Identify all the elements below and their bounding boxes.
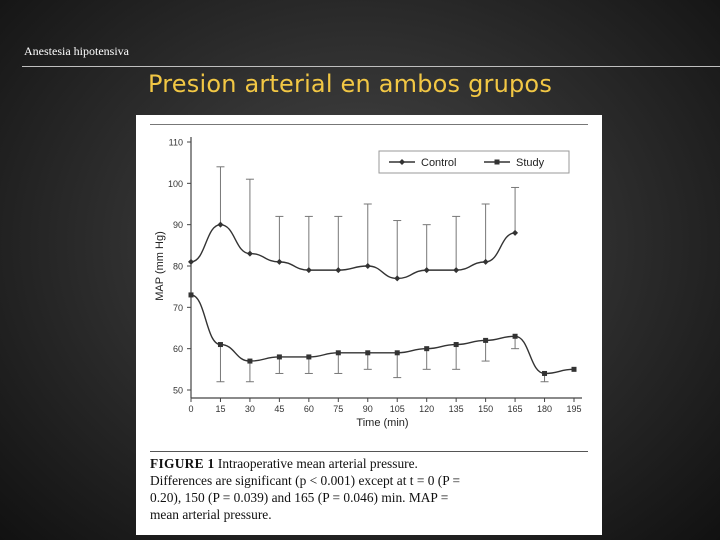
data-point-control bbox=[217, 221, 224, 228]
slide-title: Presion arterial en ambos grupos bbox=[148, 70, 553, 98]
caption-line-1-text: Intraoperative mean arterial pressure. bbox=[217, 456, 418, 471]
x-tick-label: 15 bbox=[215, 404, 225, 414]
x-tick-label: 120 bbox=[419, 404, 434, 414]
x-tick-label: 135 bbox=[449, 404, 464, 414]
header-divider bbox=[22, 66, 720, 67]
y-axis-title: MAP (mm Hg) bbox=[154, 231, 166, 300]
caption-divider bbox=[150, 451, 588, 452]
header-label: Anestesia hipotensiva bbox=[24, 44, 129, 58]
x-tick-label: 60 bbox=[304, 404, 314, 414]
figure-caption: FIGURE 1 Intraoperative mean arterial pr… bbox=[150, 455, 590, 523]
data-point-control bbox=[423, 267, 430, 274]
caption-line-2: Differences are significant (p < 0.001) … bbox=[150, 473, 461, 488]
x-tick-label: 45 bbox=[274, 404, 284, 414]
y-tick-label: 110 bbox=[169, 138, 183, 148]
figure-panel: 50 60 70 80 90 100 110 0 15 30 45 60 75 90 105 120 135 15… bbox=[136, 115, 602, 535]
data-point-control bbox=[305, 267, 312, 274]
data-point-control bbox=[453, 267, 460, 274]
y-tick-label: 100 bbox=[168, 179, 183, 189]
data-point-study bbox=[365, 350, 371, 356]
x-axis-title: Time (min) bbox=[356, 417, 408, 429]
figure-top-rule bbox=[150, 124, 588, 125]
y-tick-label: 50 bbox=[173, 386, 183, 396]
x-tick-label: 180 bbox=[537, 404, 552, 414]
x-tick-label: 195 bbox=[566, 404, 581, 414]
series-line-control bbox=[190, 223, 516, 280]
data-point-study bbox=[247, 358, 253, 364]
x-tick-label: 30 bbox=[245, 404, 255, 414]
legend-marker bbox=[494, 159, 500, 165]
data-point-study bbox=[453, 342, 459, 348]
x-tick-label: 0 bbox=[188, 404, 193, 414]
legend-box bbox=[378, 150, 570, 174]
y-tick-label: 70 bbox=[173, 303, 183, 313]
x-tick-label: 105 bbox=[390, 404, 405, 414]
data-point-control bbox=[276, 258, 283, 265]
x-tick-label: 150 bbox=[478, 404, 493, 414]
data-point-study bbox=[571, 366, 577, 372]
x-tick-label: 75 bbox=[333, 404, 343, 414]
legend-marker bbox=[399, 159, 405, 165]
x-tick-label: 90 bbox=[363, 404, 373, 414]
data-point-study bbox=[483, 337, 489, 343]
data-point-study bbox=[394, 350, 400, 356]
legend-label: Study bbox=[516, 157, 545, 169]
data-point-study bbox=[276, 354, 282, 360]
data-point-control bbox=[335, 267, 342, 274]
data-point-control bbox=[188, 258, 194, 265]
data-point-study bbox=[217, 342, 223, 348]
data-point-control bbox=[246, 250, 253, 257]
y-tick-label: 90 bbox=[173, 220, 183, 230]
y-tick-label: 80 bbox=[173, 262, 183, 272]
y-tick-label: 60 bbox=[173, 344, 183, 354]
data-point-study bbox=[188, 292, 194, 298]
caption-line-4: mean arterial pressure. bbox=[150, 507, 272, 522]
data-point-control bbox=[394, 275, 401, 282]
data-point-study bbox=[424, 346, 430, 352]
data-point-study bbox=[335, 350, 341, 356]
data-point-study bbox=[306, 354, 312, 360]
caption-line-3: 0.20), 150 (P = 0.039) and 165 (P = 0.04… bbox=[150, 490, 449, 505]
data-point-control bbox=[364, 263, 371, 269]
data-point-study bbox=[542, 370, 548, 376]
data-point-control bbox=[512, 229, 519, 236]
caption-line-1: FIGURE 1 Intraoperative mean arterial pr… bbox=[150, 455, 590, 472]
map-line-chart: 50 60 70 80 90 100 110 0 15 30 45 60 75 90 105 120 135 15… bbox=[154, 137, 582, 429]
data-point-control bbox=[482, 258, 489, 265]
legend-label: Control bbox=[421, 157, 456, 169]
caption-figure-label: FIGURE 1 bbox=[150, 456, 215, 471]
data-point-study bbox=[512, 333, 518, 339]
x-tick-label: 165 bbox=[508, 404, 523, 414]
